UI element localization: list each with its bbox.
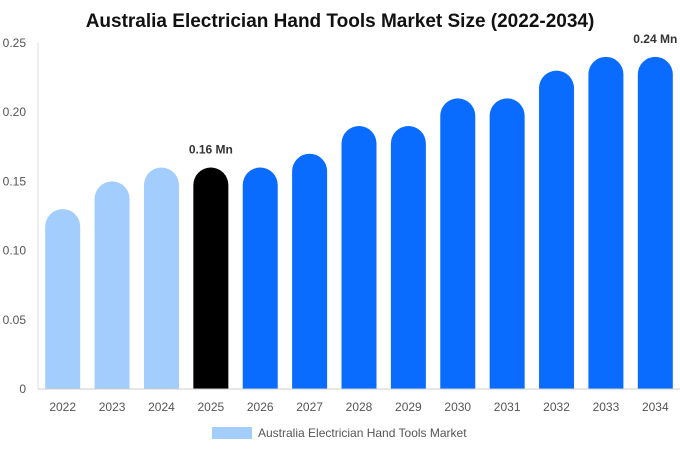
bar-2025[interactable] <box>193 167 229 389</box>
bar-2024[interactable] <box>143 167 179 389</box>
y-tick-label: 0.20 <box>3 105 27 119</box>
y-axis: 0 0.05 0.10 0.15 0.20 0.25 <box>3 36 39 396</box>
x-tick-label: 2026 <box>247 400 274 414</box>
y-tick-label: 0.15 <box>3 174 27 188</box>
y-tick-label: 0 <box>19 382 26 396</box>
x-tick-label: 2029 <box>395 400 422 414</box>
y-tick-label: 0.05 <box>3 313 27 327</box>
x-tick-label: 2031 <box>494 400 521 414</box>
x-tick-label: 2032 <box>543 400 570 414</box>
bar-2032[interactable] <box>539 70 575 390</box>
bar-2033[interactable] <box>588 56 624 389</box>
data-labels: 0.16 Mn 0.24 Mn <box>189 32 677 157</box>
chart-title: Australia Electrician Hand Tools Market … <box>86 11 595 32</box>
x-tick-label: 2033 <box>593 400 620 414</box>
bar-2031[interactable] <box>489 98 525 389</box>
x-tick-label: 2025 <box>197 400 224 414</box>
x-tick-label: 2028 <box>346 400 373 414</box>
bar-2028[interactable] <box>341 126 377 389</box>
x-tick-label: 2034 <box>642 400 669 414</box>
y-tick-label: 0.10 <box>3 244 27 258</box>
bars <box>45 56 673 390</box>
bar-2023[interactable] <box>94 181 130 389</box>
legend-label: Australia Electrician Hand Tools Market <box>258 426 467 440</box>
legend-swatch <box>212 427 252 439</box>
bar-2034[interactable] <box>637 56 673 389</box>
data-label-2034: 0.24 Mn <box>633 32 677 46</box>
bar-2027[interactable] <box>292 153 328 389</box>
x-tick-label: 2022 <box>49 400 76 414</box>
bar-2029[interactable] <box>390 126 426 389</box>
x-tick-label: 2027 <box>296 400 323 414</box>
bar-2022[interactable] <box>45 209 81 389</box>
y-tick-label: 0.25 <box>3 36 27 50</box>
x-tick-label: 2024 <box>148 400 175 414</box>
x-tick-label: 2023 <box>99 400 126 414</box>
x-axis: 2022 2023 2024 2025 2026 2027 2028 2029 2030 2031… <box>38 388 680 414</box>
data-label-2025: 0.16 Mn <box>189 143 233 157</box>
bar-2026[interactable] <box>242 167 278 389</box>
bar-2030[interactable] <box>440 98 476 390</box>
legend[interactable]: Australia Electrician Hand Tools Market <box>212 426 467 440</box>
x-tick-label: 2030 <box>444 400 471 414</box>
